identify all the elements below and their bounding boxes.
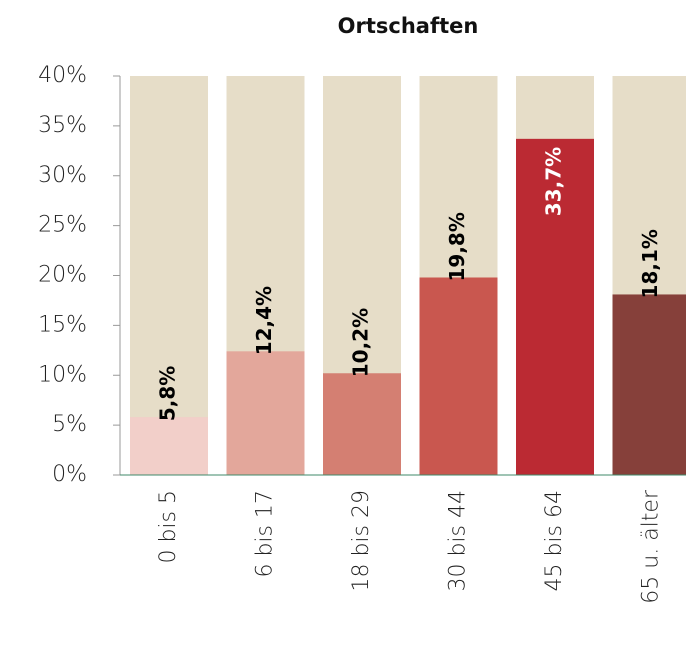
value-label: 12,4%	[252, 286, 276, 355]
y-tick-label: 15%	[38, 312, 87, 337]
bar	[130, 417, 208, 475]
bar	[419, 277, 498, 475]
y-tick-label: 20%	[38, 263, 87, 288]
value-label: 19,8%	[445, 212, 469, 281]
x-tick-label: 18 bis 29	[349, 490, 374, 592]
bar-background	[130, 76, 208, 475]
chart-title: Ortschaften	[338, 14, 479, 38]
y-tick-label: 5%	[52, 412, 87, 437]
x-tick-label: 65 u. älter	[639, 489, 664, 604]
value-label: 5,8%	[156, 366, 180, 421]
y-tick-label: 40%	[38, 63, 87, 88]
y-tick-label: 25%	[38, 213, 87, 238]
y-tick-label: 30%	[38, 163, 87, 188]
y-tick-label: 0%	[52, 462, 87, 487]
value-label: 10,2%	[349, 308, 373, 377]
bar	[612, 294, 686, 475]
bar	[226, 351, 305, 475]
x-tick-label: 45 bis 64	[542, 490, 567, 592]
bar	[323, 373, 401, 475]
value-label: 33,7%	[542, 147, 566, 216]
y-tick-label: 10%	[38, 362, 87, 387]
value-label: 18,1%	[638, 229, 662, 298]
x-tick-label: 30 bis 44	[446, 490, 471, 592]
x-tick-label: 6 bis 17	[253, 490, 278, 578]
bar	[516, 138, 594, 475]
y-tick-label: 35%	[38, 113, 87, 138]
x-tick-label: 0 bis 5	[156, 490, 181, 564]
